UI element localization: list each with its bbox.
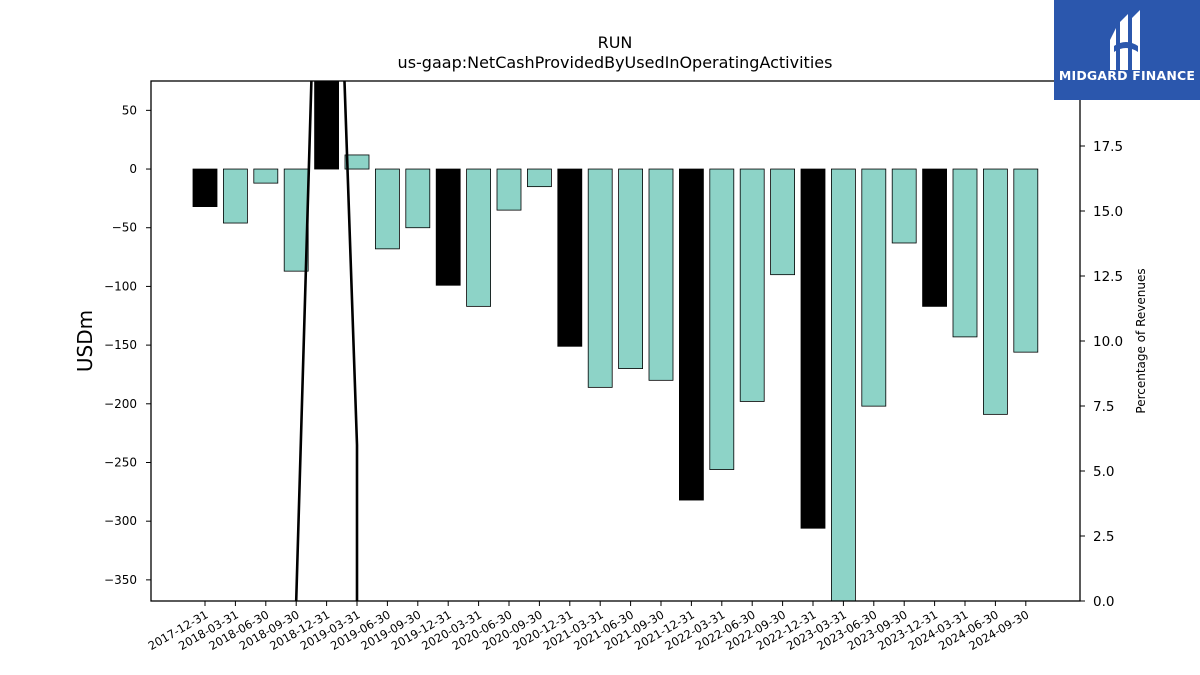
y-right-tick-label: 17.5 [1093,139,1123,155]
midgard-logo-icon [1110,10,1140,70]
logo-text: MIDGARD FINANCE [1058,68,1196,83]
bar-2020-06-30 [496,168,522,211]
y-right-tick-label: 7.5 [1093,399,1114,415]
bar-2022-03-31 [709,168,735,470]
bar-2018-06-30 [253,168,279,184]
y-axis-right: 0.0 2.5 5.0 7.5 10.0 12.5 15.0 17.5 [1080,139,1123,610]
bar-2023-09-30 [891,168,917,244]
bar-2020-09-30 [527,168,552,188]
bar-2023-12-31 [922,168,947,307]
bar-2023-03-31 [831,168,856,601]
y-tick-label: −50 [112,221,137,235]
bar-2021-12-31 [679,168,704,501]
y-tick-label: 50 [122,103,137,117]
bar-2022-12-31 [800,168,826,529]
bar-2019-03-31 [344,154,370,170]
bar-series [192,81,1039,601]
bar-2020-12-31 [557,168,583,347]
bar-2018-03-31 [222,168,248,224]
y-axis-left: 50 0 −50 −100 −150 −200 −250 −300 −350 [104,103,151,587]
chart-title: RUN [598,33,633,52]
bar-2021-03-31 [587,168,613,388]
revenue-percentage-line-layer [294,81,359,601]
revenue-percentage-line [294,81,359,601]
bar-2021-06-30 [618,168,643,369]
bar-2022-09-30 [770,168,795,276]
bar-2022-06-30 [739,168,765,402]
y-tick-label: −350 [104,573,137,587]
bar-2024-09-30 [1013,168,1039,353]
y-tick-label: −150 [104,338,137,352]
plot-frame [150,80,1081,602]
bar-2024-03-31 [952,168,978,338]
y-tick-label: −200 [104,397,137,411]
y-right-tick-label: 10.0 [1093,334,1123,350]
y-tick-label: −250 [104,455,137,469]
bar-2018-09-30 [283,168,309,272]
bar-2017-12-31 [192,168,218,207]
y-tick-label: −100 [104,279,137,293]
x-axis: 2017-12-312018-03-312018-06-302018-09-30… [146,601,1031,653]
bar-2018-12-31 [314,81,340,170]
y-right-tick-label: 2.5 [1093,529,1114,545]
bar-2023-06-30 [861,168,887,407]
y-tick-label: −300 [104,514,137,528]
bar-2024-06-30 [983,168,1008,415]
y-axis-right-label: Percentage of Revenues [1134,268,1148,413]
chart-subtitle: us-gaap:NetCashProvidedByUsedInOperating… [398,53,833,72]
y-tick-label: 0 [129,162,137,176]
y-axis-label: USDm [73,310,97,372]
bar-2019-09-30 [405,168,431,229]
bar-2019-12-31 [435,168,461,286]
bar-2019-06-30 [374,168,400,250]
y-right-tick-label: 12.5 [1093,269,1123,285]
y-right-tick-label: 5.0 [1093,464,1114,480]
bar-2021-09-30 [648,168,674,381]
y-right-tick-label: 0.0 [1093,594,1114,610]
bar-2020-03-31 [466,168,492,307]
logo: MIDGARD FINANCE [1054,0,1200,100]
y-right-tick-label: 15.0 [1093,204,1123,220]
